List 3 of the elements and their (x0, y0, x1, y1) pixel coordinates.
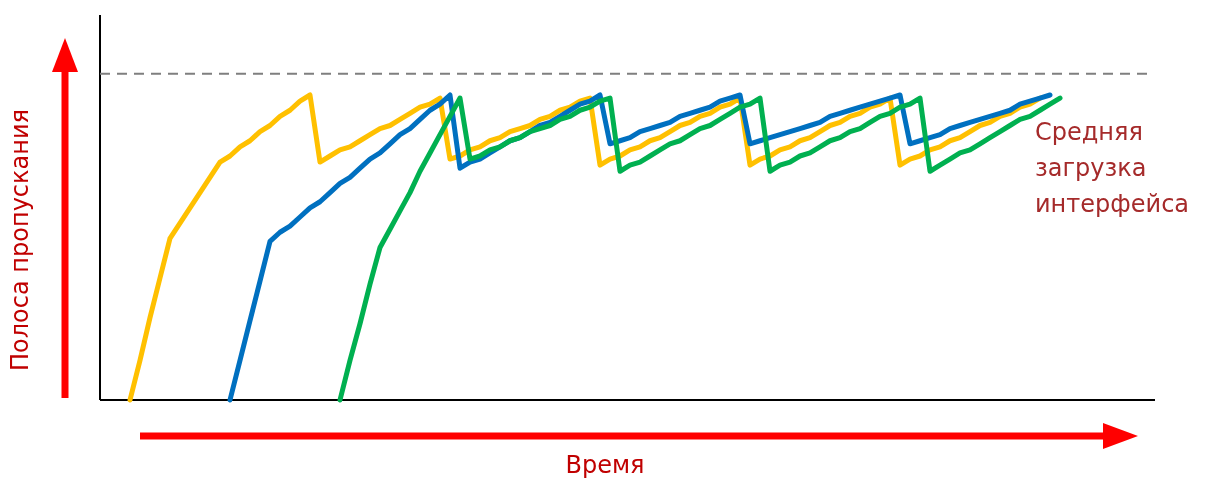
annotation: Средняя загрузка интерфейса (1035, 118, 1190, 218)
y-axis-title: Полоса пропускания (6, 109, 34, 371)
x-axis-title: Время (565, 451, 645, 479)
